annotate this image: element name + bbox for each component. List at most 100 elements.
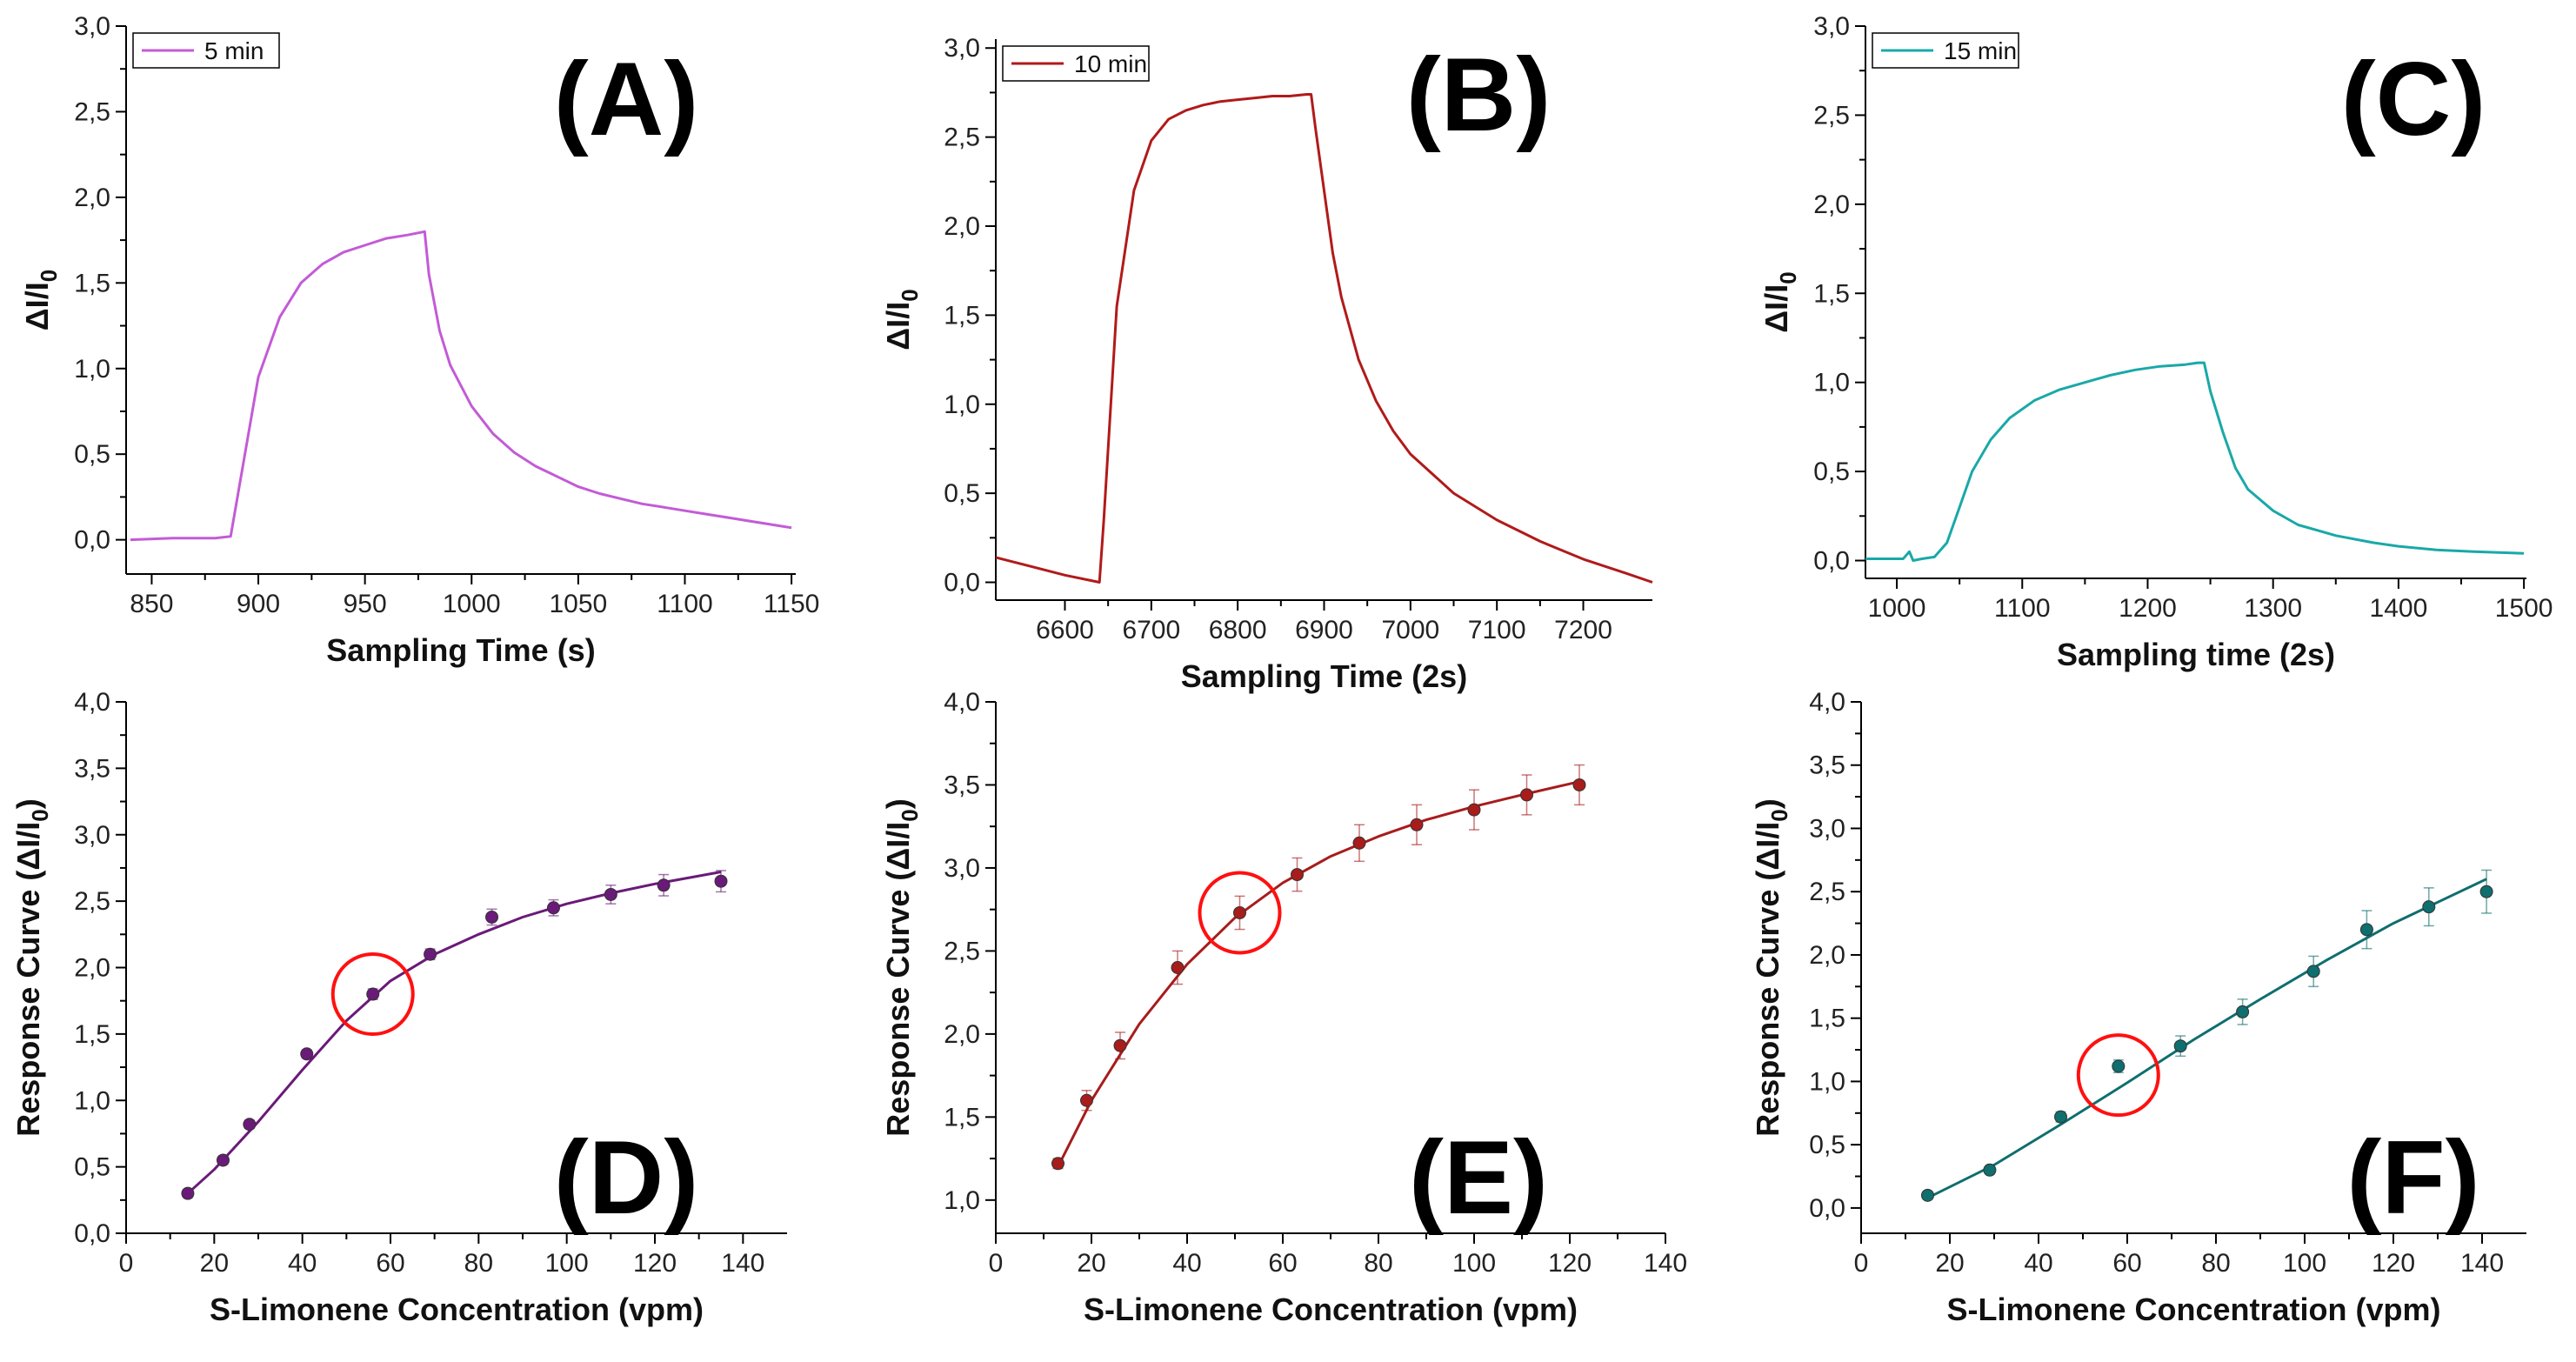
y-tick-label: 1,5 — [74, 269, 110, 297]
data-point — [366, 987, 380, 1001]
y-tick-label: 3,0 — [944, 34, 980, 63]
data-point — [2236, 1005, 2250, 1018]
x-tick-label: 20 — [200, 1249, 229, 1278]
x-axis-title: Sampling Time (2s) — [1181, 658, 1467, 694]
x-tick-label: 40 — [288, 1249, 317, 1278]
y-axis-title-main: Response Curve (ΔI/I — [1750, 822, 1785, 1137]
panel-label: (E) — [1409, 1119, 1548, 1236]
data-point — [714, 874, 728, 888]
x-tick-label: 60 — [2112, 1249, 2141, 1278]
x-tick-label: 1150 — [764, 590, 820, 618]
x-tick-label: 950 — [344, 590, 387, 618]
x-tick-label: 6800 — [1209, 616, 1267, 644]
data-point — [1291, 868, 1304, 882]
y-tick-label: 1,0 — [74, 1086, 110, 1115]
y-tick-label: 1,5 — [944, 1103, 980, 1132]
x-tick-label: 100 — [1452, 1249, 1496, 1278]
y-tick-label: 2,5 — [944, 124, 980, 152]
y-tick-label: 4,0 — [74, 688, 110, 717]
x-axis-title: S-Limonene Concentration (vpm) — [210, 1292, 704, 1327]
data-point — [1352, 836, 1366, 850]
x-tick-label: 0 — [119, 1249, 134, 1278]
panel-b: 6600 6700 6800 6900 7000 7100 7200 0,0 0,5 1,0 1,5… — [880, 34, 1653, 694]
x-axis-title: S-Limonene Concentration (vpm) — [1946, 1292, 2440, 1327]
data-point — [485, 910, 499, 924]
panel-label: (A) — [554, 41, 699, 157]
y-tick-label: 2,5 — [944, 937, 980, 965]
data-point — [181, 1186, 195, 1200]
y-tick-label: 0,5 — [74, 1153, 110, 1182]
y-tick-label: 3,5 — [944, 771, 980, 799]
x-tick-label: 40 — [1172, 1249, 1201, 1278]
x-tick-label: 6600 — [1036, 616, 1094, 644]
y-tick-label: 2,0 — [74, 184, 110, 212]
legend-label: 5 min — [204, 37, 264, 64]
data-point — [546, 901, 560, 915]
x-tick-label: 120 — [633, 1249, 677, 1278]
panel-label: (F) — [2346, 1119, 2479, 1236]
data-point — [1921, 1188, 1934, 1202]
x-tick-label: 1500 — [2495, 594, 2553, 623]
panel-f: 0 20 40 60 80 100 120 140 0,0 0,5 1,0 1,5 2,0 2,5 3,0 3… — [1750, 688, 2526, 1327]
y-tick-label: 2,0 — [944, 1020, 980, 1049]
y-tick-label: 0,0 — [1813, 547, 1850, 576]
y-tick-label: 2,5 — [74, 887, 110, 916]
y-tick-label: 1,5 — [74, 1020, 110, 1049]
x-tick-label: 1100 — [1994, 594, 2051, 623]
highlight-circle — [330, 952, 415, 1037]
y-tick-label: 4,0 — [1809, 688, 1845, 717]
y-tick-label: 3,5 — [74, 754, 110, 783]
y-axis-title-main: ΔI/I — [19, 282, 55, 330]
y-tick-label: 0,0 — [1809, 1194, 1845, 1223]
y-tick-label: 1,0 — [1809, 1067, 1845, 1096]
y-tick-label: 3,5 — [1809, 751, 1845, 780]
highlight-circle — [1198, 871, 1282, 955]
series-line — [1865, 361, 2525, 562]
y-tick-label: 0,5 — [1809, 1131, 1845, 1159]
data-point — [604, 887, 617, 901]
y-tick-label: 2,5 — [74, 97, 110, 126]
x-tick-label: 60 — [376, 1249, 404, 1278]
y-tick-label: 3,0 — [1813, 12, 1850, 41]
data-point — [2359, 923, 2373, 937]
y-tick-label: 0,0 — [74, 526, 110, 555]
x-tick-label: 6700 — [1122, 616, 1180, 644]
panel-c: 1000 1100 1200 1300 1400 1500 0,0 0,5 1,0 1,5 2,0 2… — [1758, 12, 2553, 672]
data-point — [657, 878, 671, 892]
data-point — [1051, 1157, 1064, 1171]
data-point — [1113, 1038, 1127, 1052]
y-tick-label: 2,0 — [74, 954, 110, 983]
data-point — [2479, 885, 2493, 898]
data-point — [2112, 1059, 2126, 1073]
y-tick-label: 1,5 — [1813, 279, 1850, 308]
y-tick-label: 2,0 — [944, 212, 980, 241]
x-tick-label: 0 — [1854, 1249, 1869, 1278]
legend-label: 10 min — [1074, 50, 1147, 77]
y-axis-title-main: Response Curve (ΔI/I — [880, 822, 916, 1137]
y-axis-title: Response Curve (ΔI/I0) — [1750, 798, 1792, 1136]
x-tick-label: 100 — [2283, 1249, 2326, 1278]
y-tick-label: 0,0 — [944, 569, 980, 598]
x-tick-label: 120 — [2372, 1249, 2415, 1278]
data-point — [424, 947, 437, 961]
y-tick-label: 4,0 — [944, 688, 980, 717]
y-axis-title-tail: ) — [1750, 798, 1785, 809]
y-tick-label: 1,0 — [1813, 369, 1850, 397]
fit-line — [1926, 878, 2487, 1199]
data-point — [243, 1118, 257, 1132]
x-tick-label: 120 — [1548, 1249, 1592, 1278]
x-axis-title: Sampling Time (s) — [326, 632, 595, 668]
y-tick-label: 0,0 — [74, 1219, 110, 1248]
fit-line — [1057, 780, 1580, 1168]
x-tick-label: 850 — [130, 590, 173, 618]
x-tick-label: 1400 — [2370, 594, 2428, 623]
y-axis-title: ΔI/I0 — [19, 270, 62, 330]
data-point — [2422, 900, 2436, 914]
y-tick-label: 1,0 — [944, 391, 980, 419]
y-tick-label: 1,5 — [1809, 1005, 1845, 1033]
y-axis-title: ΔI/I0 — [1758, 271, 1801, 332]
x-tick-label: 1100 — [657, 590, 713, 618]
x-tick-label: 900 — [237, 590, 280, 618]
y-tick-label: 1,0 — [74, 355, 110, 384]
x-tick-label: 6900 — [1295, 616, 1353, 644]
